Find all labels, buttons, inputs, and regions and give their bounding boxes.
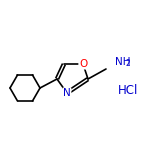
Text: O: O [79,59,87,69]
Text: NH: NH [115,57,131,67]
Text: HCl: HCl [118,83,138,97]
Text: N: N [63,88,71,98]
Text: 2: 2 [126,59,130,68]
